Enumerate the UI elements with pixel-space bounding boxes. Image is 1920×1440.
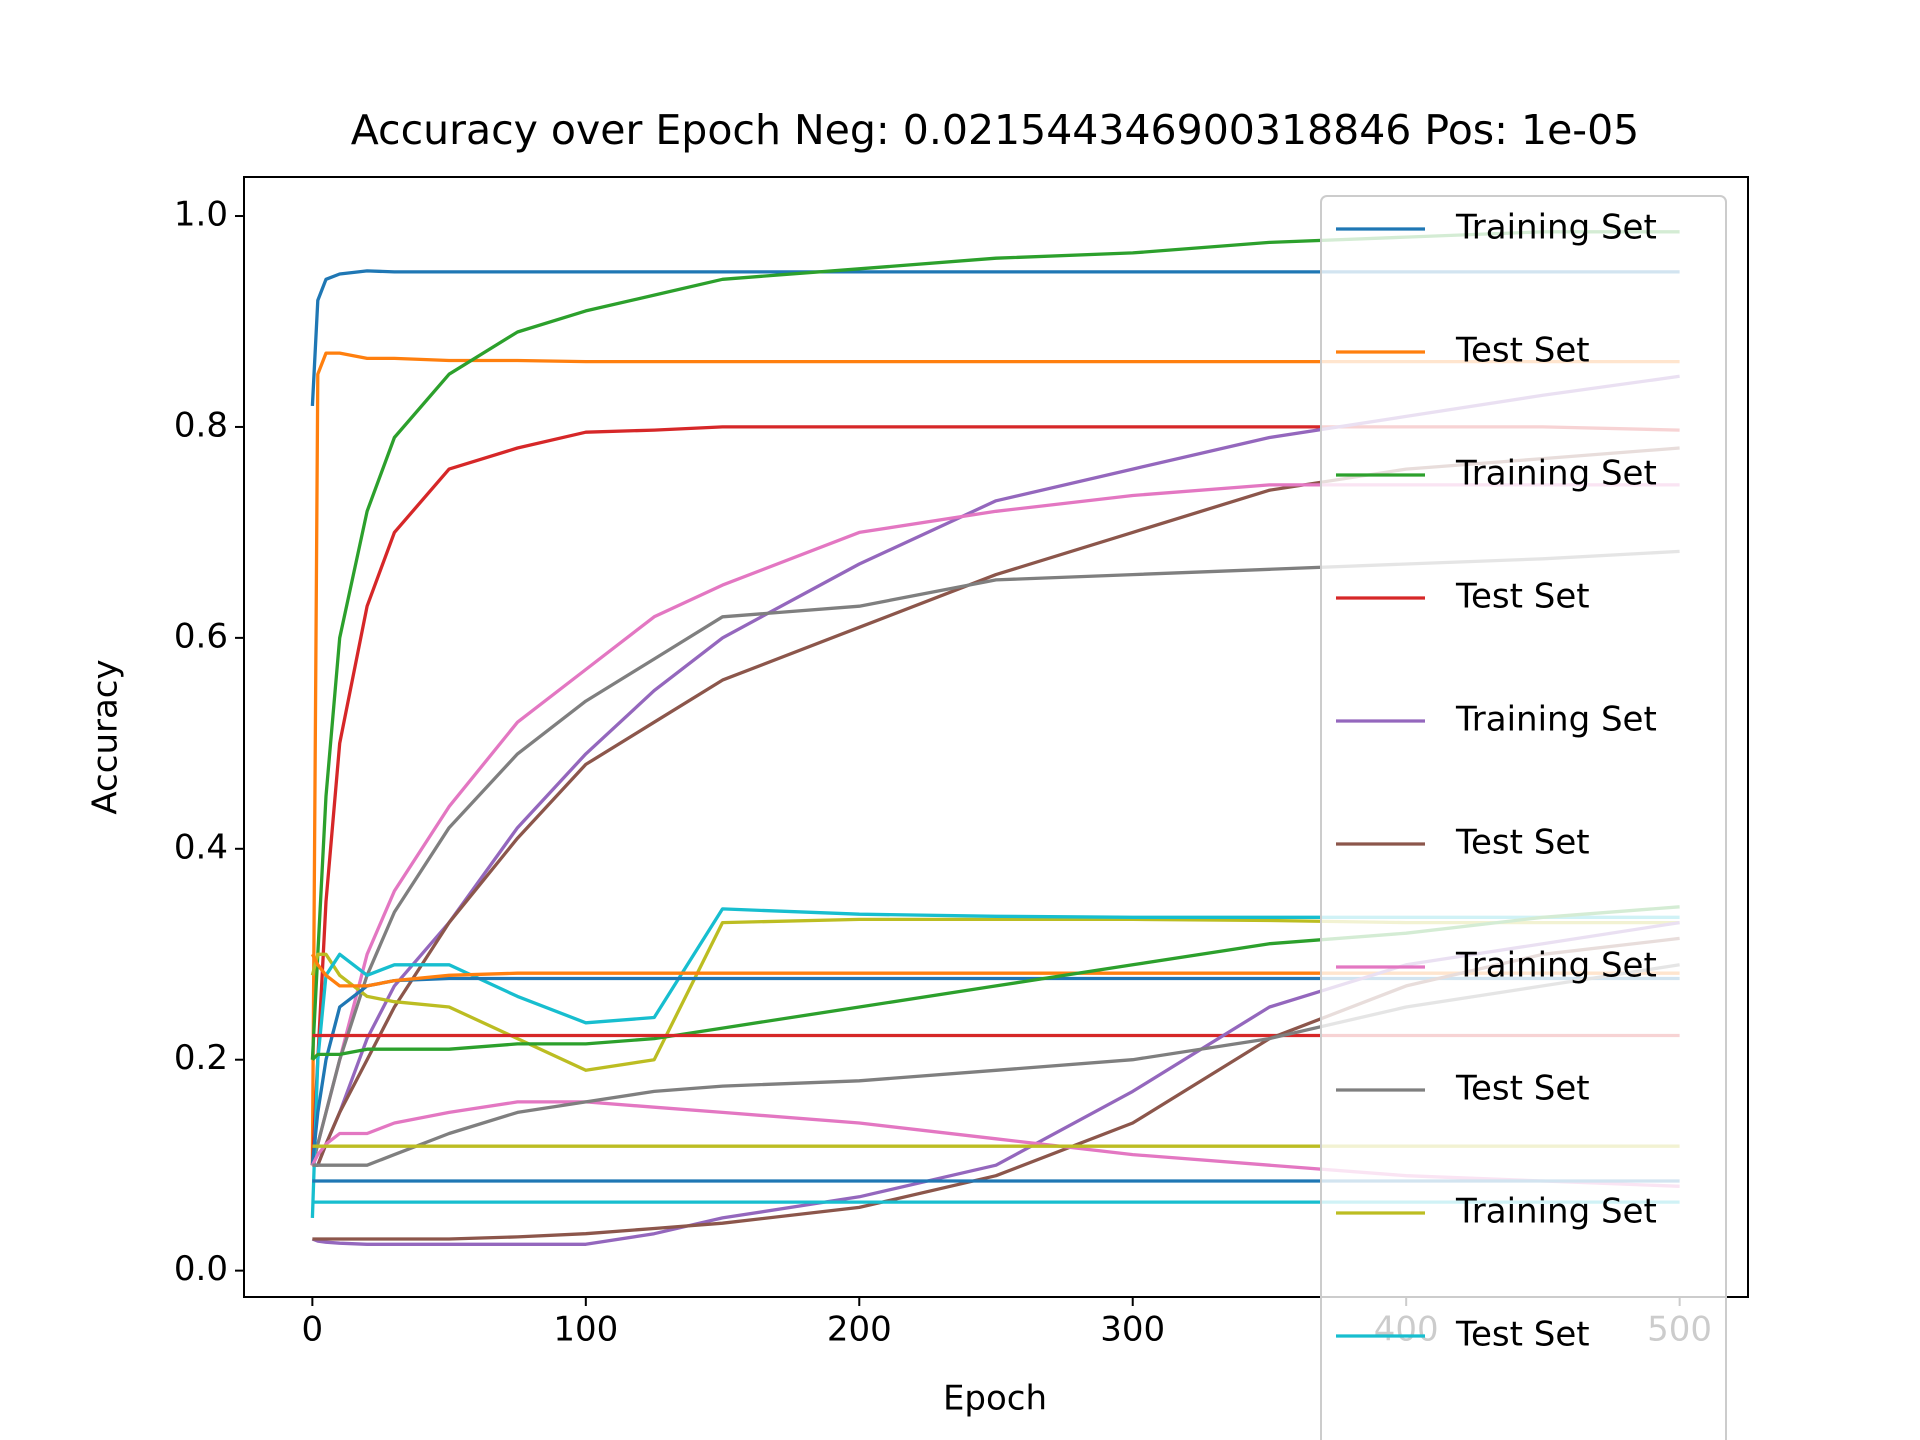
series-line <box>310 425 1680 1166</box>
series-line <box>310 351 1680 1166</box>
x-tick-label: 0 <box>302 1310 324 1350</box>
legend: Training Set Test Set Training Set Test Set… <box>1320 195 1727 1440</box>
legend-label: Training Set <box>1455 454 1657 494</box>
series-line <box>310 953 1680 988</box>
legend-label: Test Set <box>1455 823 1590 863</box>
axes-frame <box>243 176 1749 1298</box>
lines <box>310 230 1680 1246</box>
legend-label: Test Set <box>1455 577 1590 617</box>
y-tick-label: 0.2 <box>174 1038 228 1078</box>
y-tick-label: 0.6 <box>174 616 228 656</box>
x-tick-label: 100 <box>553 1310 618 1350</box>
legend-label: Test Set <box>1455 1069 1590 1109</box>
y-tick-label: 0.4 <box>174 827 228 867</box>
legend-label: Test Set <box>1455 331 1590 371</box>
x-tick-label: 200 <box>827 1310 892 1350</box>
y-tick-label: 1.0 <box>174 195 228 235</box>
legend-label: Training Set <box>1455 1192 1657 1232</box>
legend-label: Test Set <box>1455 1315 1590 1355</box>
legend-label: Training Set <box>1455 946 1657 986</box>
series-line <box>312 963 1680 1167</box>
chart-title: Accuracy over Epoch Neg: 0.0215443469003… <box>351 106 1640 154</box>
series-line <box>310 549 1680 1166</box>
legend-label: Training Set <box>1455 1438 1657 1440</box>
series-line <box>310 917 1680 1072</box>
series-line <box>312 446 1680 1167</box>
legend-label: Training Set <box>1455 208 1657 248</box>
legend-label: Training Set <box>1455 700 1657 740</box>
y-axis-label: Accuracy <box>86 659 126 814</box>
y-tick-label: 0.0 <box>174 1249 228 1289</box>
series-line <box>310 976 1680 1166</box>
series-line <box>311 905 1680 1061</box>
x-axis-label: Epoch <box>943 1379 1047 1419</box>
legend-box <box>1320 195 1727 1440</box>
series-line <box>311 920 1680 1246</box>
x-tick-label: 300 <box>1100 1310 1165 1350</box>
series-line <box>310 230 1680 1060</box>
series-line <box>310 1100 1680 1188</box>
series-line <box>310 269 1680 406</box>
y-tick-label: 0.8 <box>174 405 228 445</box>
series-line <box>312 936 1680 1241</box>
series-line <box>310 907 1680 1218</box>
